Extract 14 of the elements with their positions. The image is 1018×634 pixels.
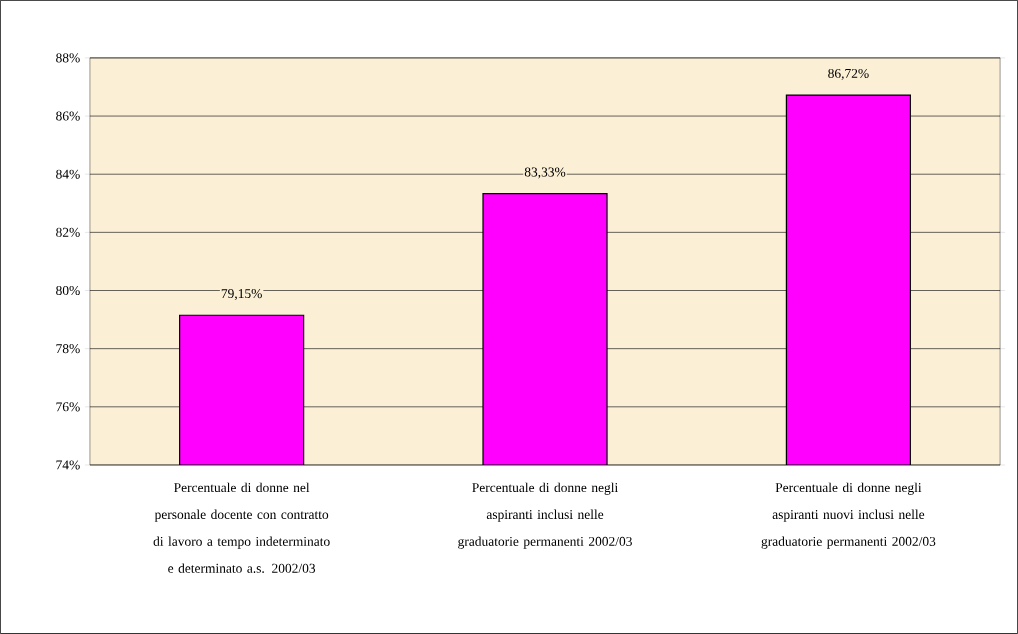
x-tick-label: Percentuale di donne negli aspiranti nuovi inclusi nelle graduatorie permanenti 2002/03 xyxy=(761,482,936,549)
y-tick-label: 76% xyxy=(56,402,80,412)
y-tick-label: 80% xyxy=(56,285,80,296)
y-tick-label: 84% xyxy=(56,169,80,179)
y-tick-label: 88% xyxy=(56,53,80,63)
category-label: Percentuale di donne nel personale docente con contratto di lavoro a tempo indeterminato e determinato a.s. 2002/03 xyxy=(153,482,330,573)
data-label: 83,33% xyxy=(524,167,566,179)
data-label: 79,15% xyxy=(221,289,262,301)
y-tick-label: 74% xyxy=(56,460,80,470)
y-tick-label: 86% xyxy=(56,111,80,121)
y-tick-label: 82% xyxy=(56,227,80,237)
data-label: 86,72% xyxy=(828,68,869,80)
y-tick-label: 78% xyxy=(56,344,80,354)
x-tick-label: Percentuale di donne negli aspiranti inclusi nelle graduatorie permanenti 2002/03 xyxy=(458,482,632,549)
